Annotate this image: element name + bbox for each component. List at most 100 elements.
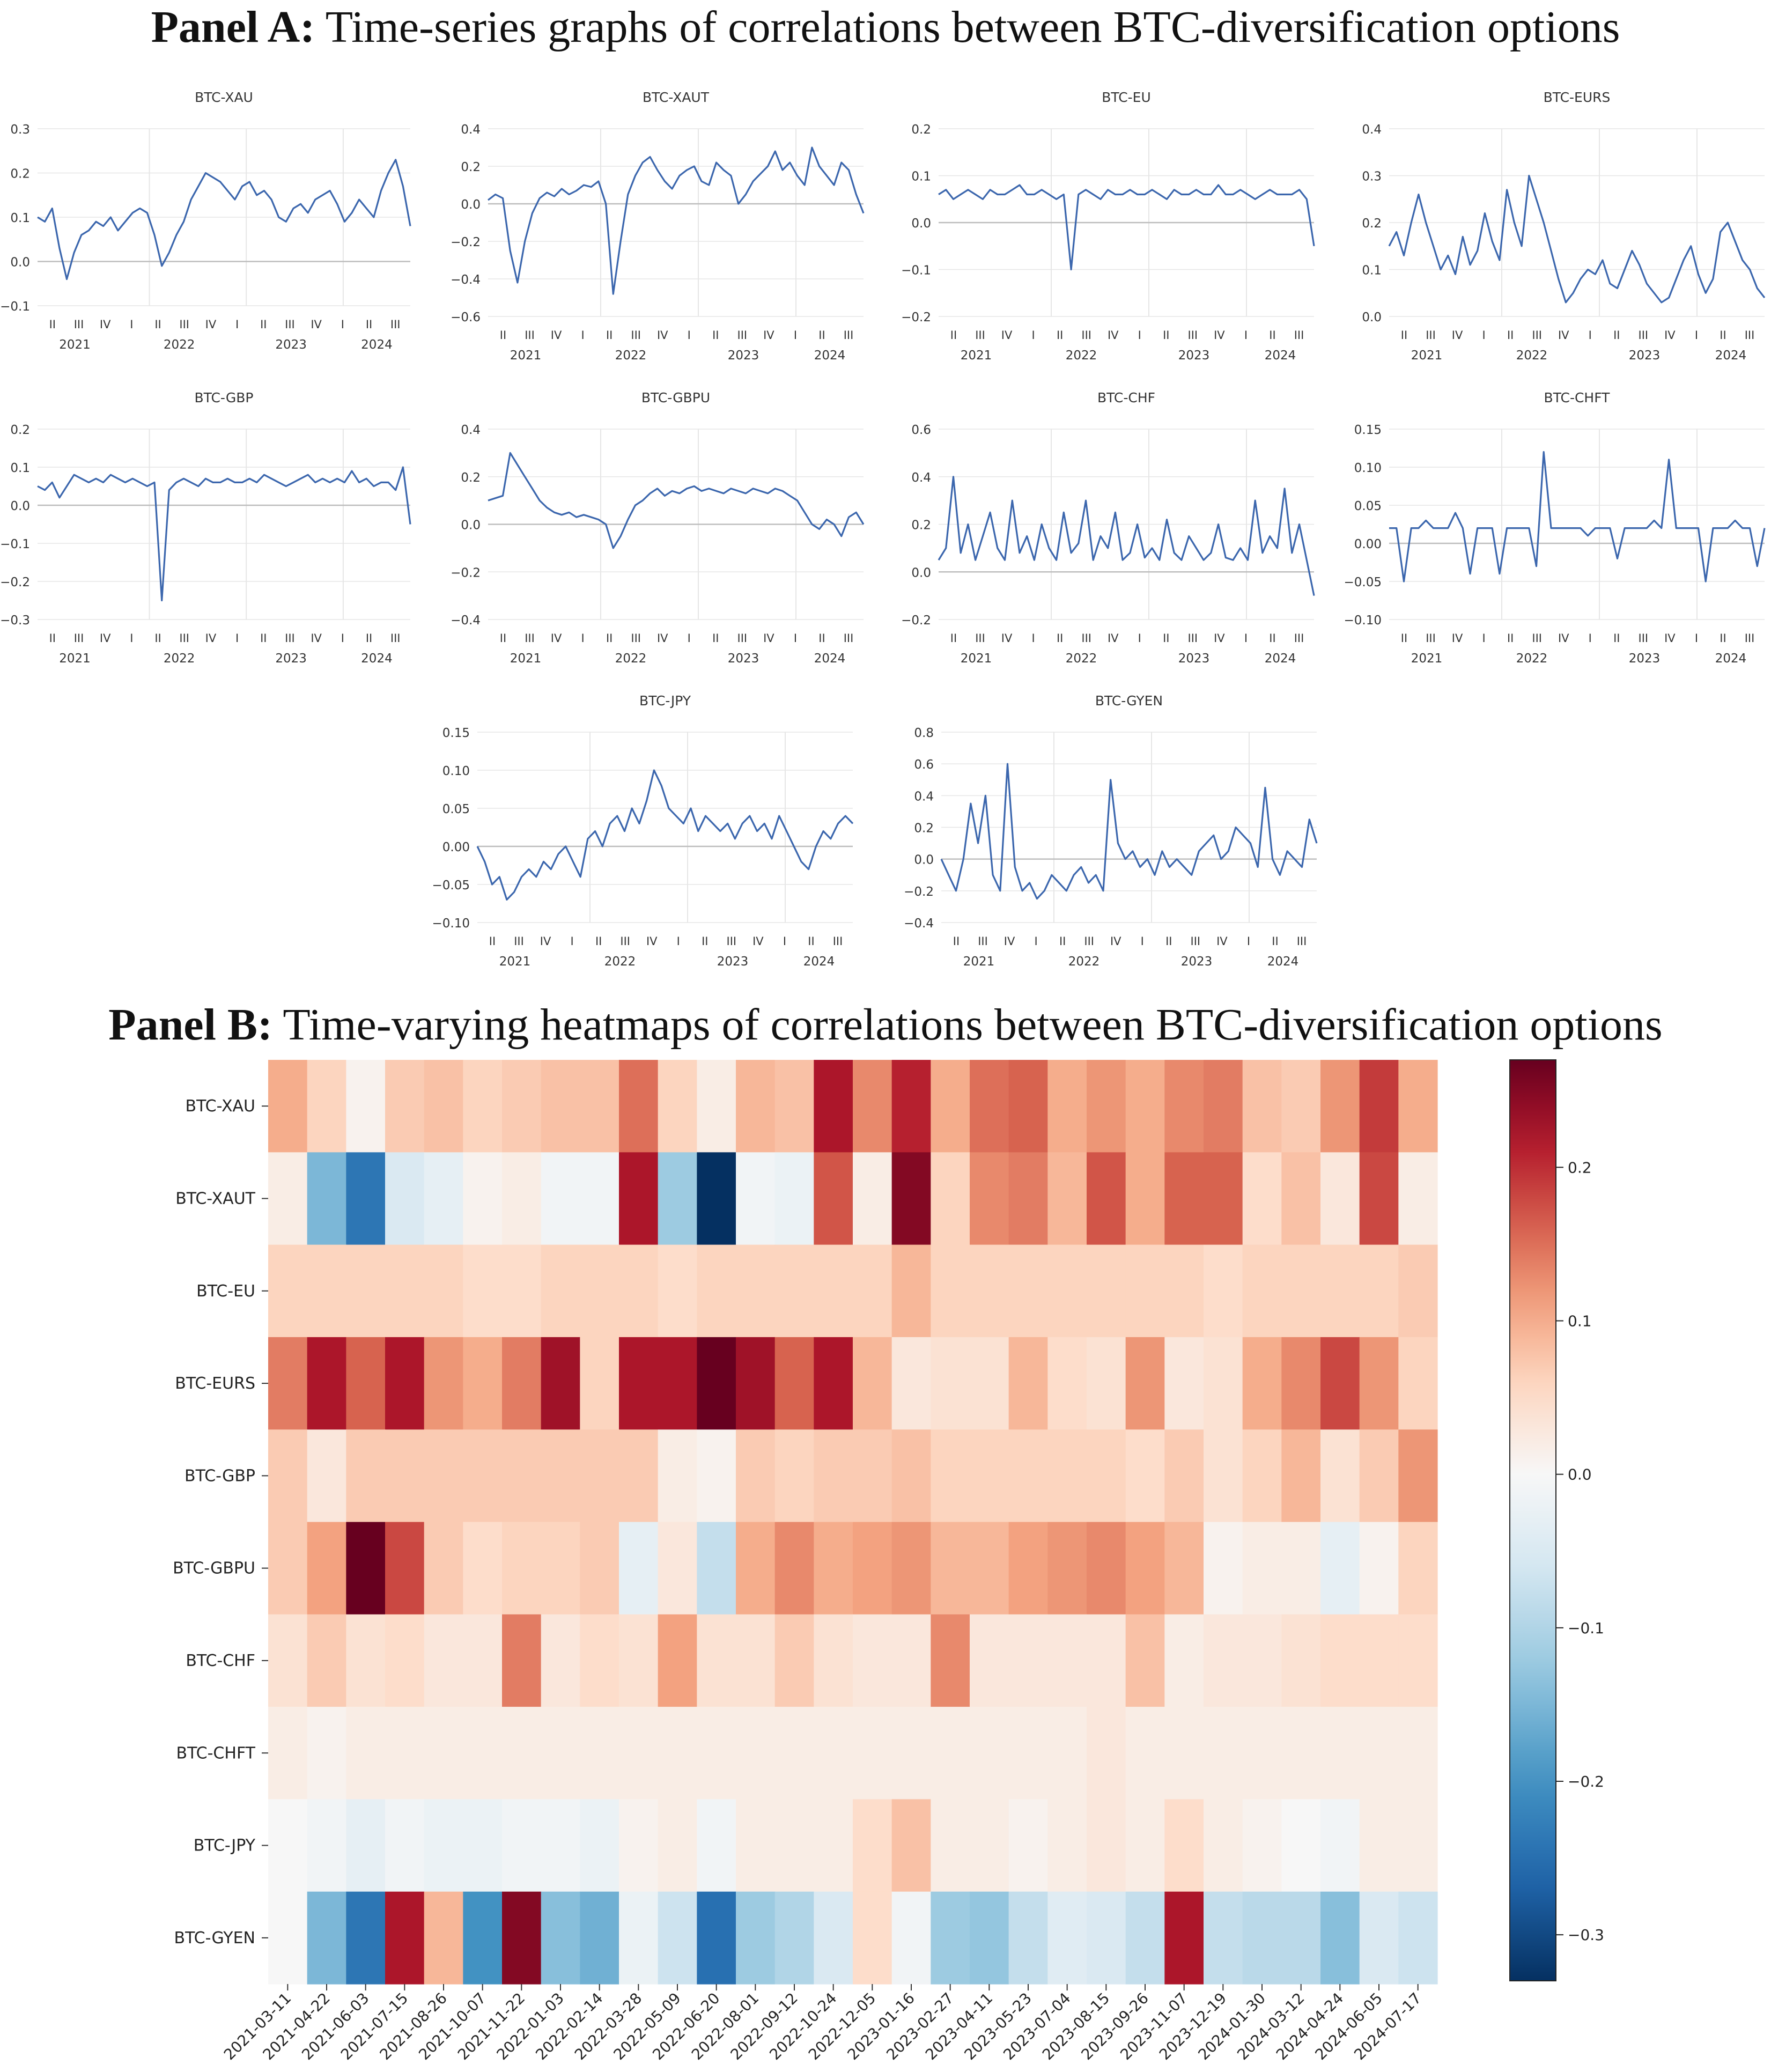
quarter-tick-label: II	[606, 632, 613, 645]
heatmap-cell	[814, 1244, 853, 1338]
year-label: 2024	[1265, 652, 1296, 666]
chart-title: BTC-EU	[1102, 90, 1151, 105]
quarter-tick-label: IV	[1214, 329, 1225, 342]
heatmap-cell	[385, 1429, 425, 1523]
heatmap-cell	[1087, 1337, 1126, 1430]
quarter-tick-label: IV	[752, 935, 764, 948]
heatmap-cell	[1164, 1337, 1204, 1430]
quarter-tick-label: I	[341, 632, 344, 645]
quarter-tick-label: I	[794, 329, 797, 342]
heatmap-cell	[1281, 1799, 1321, 1892]
heatmap-cell	[1281, 1337, 1321, 1430]
quarter-tick-label: I	[794, 632, 797, 645]
heatmap-cell	[541, 1337, 580, 1430]
quarter-tick-label: III	[525, 329, 535, 342]
year-label: 2022	[615, 652, 647, 666]
series-line	[37, 159, 411, 281]
y-tick-label: 0.6	[911, 423, 931, 437]
y-tick-label: 0.0	[911, 566, 931, 580]
heatmap-cell	[891, 1707, 931, 1800]
heatmap-cell	[424, 1707, 463, 1800]
heatmap-cell	[1008, 1337, 1048, 1430]
heatmap-cell	[1008, 1429, 1048, 1523]
heatmap-cell	[541, 1707, 580, 1800]
quarter-tick-label: IV	[1452, 632, 1463, 645]
heatmap-cell	[385, 1337, 425, 1430]
heatmap-cell	[1359, 1707, 1399, 1800]
heatmap-cell	[580, 1244, 619, 1338]
quarter-tick-label: III	[844, 632, 854, 645]
quarter-tick-label: I	[677, 935, 680, 948]
year-label: 2024	[1265, 349, 1296, 363]
quarter-tick-label: I	[235, 632, 239, 645]
heatmap-cell	[268, 1337, 308, 1430]
y-tick-label: −0.4	[451, 614, 481, 628]
heatmap-cell	[424, 1337, 463, 1430]
heatmap-cell	[1320, 1244, 1360, 1338]
heatmap-cell	[814, 1152, 853, 1245]
year-label: 2023	[275, 652, 307, 666]
quarter-tick-label: IV	[763, 329, 774, 342]
quarter-tick-label: II	[1720, 329, 1726, 342]
quarter-tick-label: II	[1507, 329, 1514, 342]
quarter-tick-label: II	[366, 318, 372, 331]
quarter-tick-label: IV	[646, 935, 658, 948]
heatmap-cell	[424, 1891, 463, 1985]
heatmap-cell	[346, 1152, 386, 1245]
year-label: 2022	[164, 338, 195, 352]
heatmap-cell	[1281, 1707, 1321, 1800]
heatmap-cell	[697, 1799, 736, 1892]
y-tick-label: 0.05	[442, 802, 470, 816]
quarter-tick-label: IV	[763, 632, 774, 645]
quarter-tick-label: III	[1188, 632, 1198, 645]
y-tick-label: 0.1	[10, 211, 30, 225]
quarter-tick-label: I	[783, 935, 786, 948]
y-tick-label: 0.4	[911, 471, 931, 485]
heatmap-cell	[891, 1337, 931, 1430]
quarter-tick-label: IV	[657, 632, 668, 645]
year-label: 2022	[615, 349, 647, 363]
y-tick-label: −0.1	[0, 537, 30, 551]
heatmap-cell	[580, 1891, 619, 1985]
heatmap-cell	[1047, 1891, 1087, 1985]
heatmap-cell	[385, 1614, 425, 1707]
year-label: 2022	[1066, 349, 1097, 363]
heatmap-cell	[580, 1060, 619, 1153]
heatmap-cell	[1164, 1522, 1204, 1615]
chart-title: BTC-CHF	[1097, 390, 1155, 405]
heatmap-cell	[619, 1799, 659, 1892]
heatmap-cell	[424, 1522, 463, 1615]
heatmap-cell	[697, 1152, 736, 1245]
year-label: 2021	[963, 955, 995, 969]
y-tick-label: 0.10	[1354, 461, 1382, 475]
heatmap-cell	[619, 1614, 659, 1707]
quarter-tick-label: III	[1188, 329, 1198, 342]
quarter-tick-label: IV	[100, 318, 111, 331]
heatmap-cell	[970, 1060, 1009, 1153]
heatmap-cell	[1320, 1799, 1360, 1892]
heatmap-cell	[853, 1337, 892, 1430]
quarter-tick-label: III	[975, 329, 985, 342]
heatmap-cell	[1204, 1337, 1243, 1430]
heatmap-cell	[307, 1707, 346, 1800]
y-tick-label: 0.0	[914, 853, 934, 867]
heatmap-cell	[1047, 1799, 1087, 1892]
quarter-tick-label: IV	[551, 329, 562, 342]
panel-a-title: Panel A: Time-series graphs of correlati…	[151, 2, 1620, 52]
quarter-tick-label: II	[702, 935, 708, 948]
quarter-tick-label: II	[1163, 632, 1169, 645]
quarter-tick-label: I	[341, 318, 344, 331]
row-label: BTC-EU	[196, 1282, 255, 1301]
quarter-tick-label: I	[1138, 632, 1141, 645]
colorbar	[1509, 1059, 1556, 1981]
year-label: 2022	[164, 652, 195, 666]
series-line	[488, 452, 865, 549]
quarter-tick-label: III	[631, 632, 641, 645]
heatmap-cell	[1320, 1337, 1360, 1430]
heatmap-cell	[1398, 1244, 1438, 1338]
heatmap-cell	[853, 1152, 892, 1245]
heatmap-cell	[268, 1614, 308, 1707]
y-tick-label: −0.10	[1344, 614, 1382, 628]
